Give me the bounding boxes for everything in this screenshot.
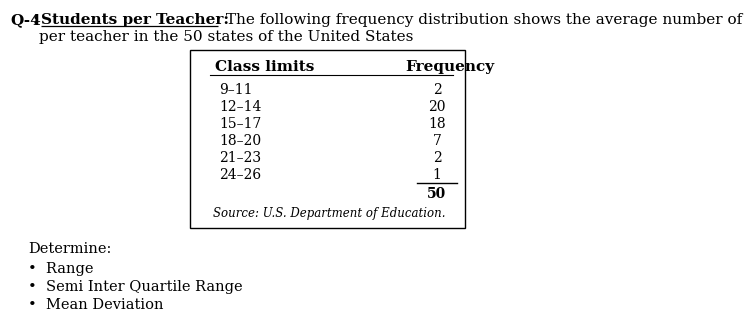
Text: Source: U.S. Department of Education.: Source: U.S. Department of Education. [213,207,445,220]
Text: •  Mean Deviation: • Mean Deviation [28,298,163,312]
Text: per teacher in the 50 states of the United States: per teacher in the 50 states of the Unit… [39,30,413,44]
Text: Q-4: Q-4 [10,13,41,27]
Text: 18: 18 [428,117,446,131]
Text: 15–17: 15–17 [219,117,261,131]
Text: Students per Teacher:: Students per Teacher: [41,13,229,27]
Text: 9–11: 9–11 [219,83,252,97]
Text: 1: 1 [433,168,442,182]
Text: 18–20: 18–20 [219,134,261,148]
Text: Frequency: Frequency [405,60,494,74]
Text: 50: 50 [427,187,447,201]
Text: 24–26: 24–26 [219,168,261,182]
Text: Class limits: Class limits [215,60,314,74]
Bar [190,50,465,228]
Text: 2: 2 [433,151,442,165]
Text: :: : [33,13,44,27]
Text: 12–14: 12–14 [219,100,261,114]
Text: The following frequency distribution shows the average number of students: The following frequency distribution sho… [221,13,746,27]
Text: 21–23: 21–23 [219,151,261,165]
Text: 7: 7 [433,134,442,148]
Text: Determine:: Determine: [28,242,111,256]
Text: 2: 2 [433,83,442,97]
Text: 20: 20 [428,100,446,114]
Text: •  Semi Inter Quartile Range: • Semi Inter Quartile Range [28,280,242,294]
Text: •  Range: • Range [28,262,93,276]
